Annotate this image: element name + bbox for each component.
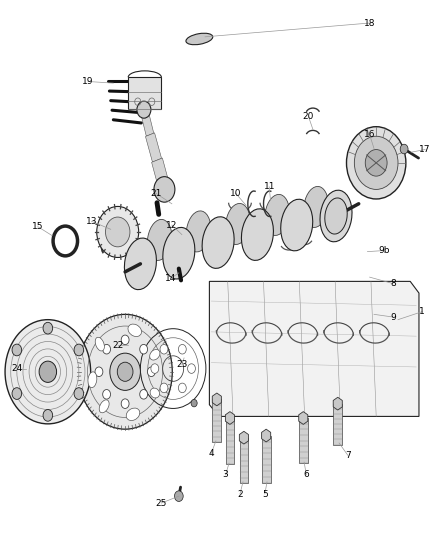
Circle shape [95, 367, 103, 376]
Circle shape [365, 150, 387, 176]
Ellipse shape [281, 199, 313, 251]
Circle shape [178, 344, 186, 354]
Circle shape [354, 136, 398, 189]
Text: 20: 20 [303, 112, 314, 121]
Circle shape [187, 364, 195, 373]
Circle shape [12, 344, 21, 356]
Ellipse shape [128, 324, 141, 336]
Circle shape [160, 344, 168, 354]
Text: 7: 7 [345, 451, 351, 460]
Polygon shape [239, 431, 248, 444]
Polygon shape [261, 429, 271, 442]
Text: 25: 25 [155, 498, 167, 507]
Ellipse shape [126, 408, 140, 421]
Circle shape [102, 390, 110, 399]
Polygon shape [212, 393, 221, 406]
Ellipse shape [147, 220, 172, 261]
Text: 18: 18 [364, 19, 375, 28]
Polygon shape [209, 281, 419, 416]
Text: 19: 19 [82, 77, 94, 86]
Polygon shape [145, 133, 162, 162]
Circle shape [78, 314, 172, 429]
Text: 4: 4 [208, 449, 214, 458]
Text: 16: 16 [364, 130, 375, 139]
Circle shape [5, 320, 91, 424]
Polygon shape [262, 435, 271, 483]
Ellipse shape [124, 238, 156, 289]
Polygon shape [226, 411, 234, 424]
Circle shape [191, 399, 197, 407]
Polygon shape [299, 418, 307, 463]
Circle shape [137, 101, 151, 118]
Text: 9: 9 [390, 312, 396, 321]
Text: 14: 14 [165, 273, 177, 282]
Ellipse shape [202, 217, 234, 269]
Circle shape [346, 127, 406, 199]
Polygon shape [128, 77, 161, 109]
Circle shape [121, 335, 129, 345]
Circle shape [106, 217, 130, 247]
Text: 5: 5 [262, 489, 268, 498]
Ellipse shape [265, 195, 290, 236]
Text: 12: 12 [166, 221, 177, 230]
Polygon shape [299, 411, 308, 424]
Circle shape [400, 144, 408, 154]
Circle shape [102, 344, 110, 354]
Polygon shape [333, 403, 342, 445]
Polygon shape [152, 158, 170, 190]
Circle shape [154, 176, 175, 202]
Ellipse shape [325, 198, 347, 234]
Ellipse shape [163, 228, 195, 279]
Polygon shape [140, 108, 154, 136]
Ellipse shape [186, 211, 211, 252]
Polygon shape [226, 418, 234, 464]
Ellipse shape [304, 187, 328, 228]
Circle shape [110, 353, 141, 390]
Polygon shape [240, 438, 248, 483]
Text: 8: 8 [390, 279, 396, 288]
Ellipse shape [150, 388, 159, 398]
Ellipse shape [99, 400, 109, 413]
Circle shape [97, 206, 139, 257]
Ellipse shape [88, 372, 97, 387]
Circle shape [43, 322, 53, 334]
Circle shape [148, 367, 155, 376]
Ellipse shape [186, 33, 213, 45]
Text: 15: 15 [32, 222, 43, 231]
Circle shape [74, 387, 84, 399]
Text: 24: 24 [12, 364, 23, 373]
Ellipse shape [320, 190, 352, 242]
Circle shape [160, 383, 168, 393]
Text: 23: 23 [176, 360, 187, 369]
Polygon shape [212, 399, 221, 442]
Text: 1: 1 [419, 307, 425, 316]
Circle shape [43, 409, 53, 421]
Circle shape [74, 344, 84, 356]
Ellipse shape [241, 209, 273, 261]
Circle shape [151, 364, 159, 373]
Text: 22: 22 [112, 341, 124, 350]
Circle shape [39, 361, 57, 382]
Text: 11: 11 [264, 182, 275, 191]
Text: 3: 3 [223, 471, 229, 479]
Circle shape [178, 383, 186, 393]
Circle shape [140, 344, 148, 354]
Ellipse shape [226, 204, 250, 245]
Circle shape [140, 390, 148, 399]
Circle shape [117, 362, 133, 381]
Text: 6: 6 [304, 471, 309, 479]
Ellipse shape [95, 337, 104, 351]
Circle shape [174, 491, 183, 502]
Circle shape [121, 399, 129, 408]
Text: 10: 10 [230, 189, 241, 198]
Ellipse shape [150, 350, 160, 360]
Text: 2: 2 [237, 489, 243, 498]
Text: 17: 17 [419, 145, 431, 154]
Circle shape [12, 387, 21, 399]
Text: 13: 13 [86, 217, 97, 226]
Text: 21: 21 [150, 189, 161, 198]
Polygon shape [333, 397, 342, 410]
Text: 9b: 9b [378, 246, 390, 255]
